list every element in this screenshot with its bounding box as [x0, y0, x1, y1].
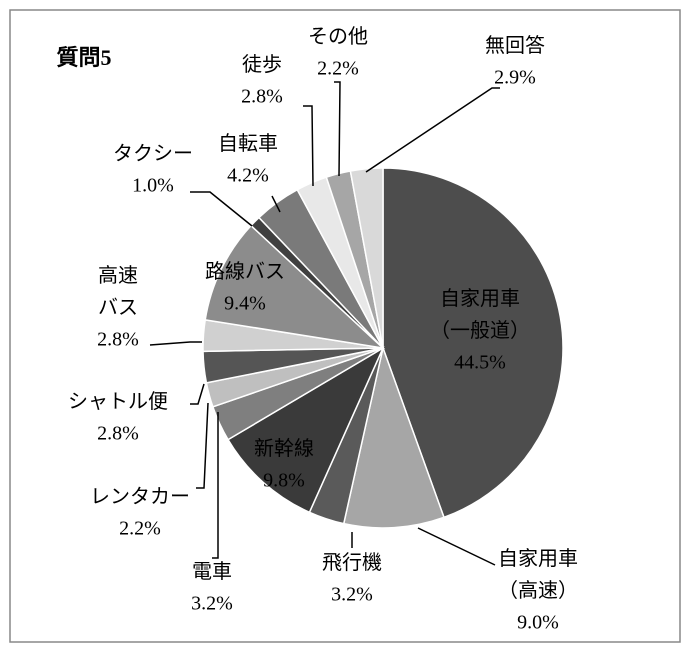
slice-label: 新幹線 — [254, 436, 314, 460]
pie — [202, 167, 564, 529]
slice-label: シャトル便 — [68, 390, 168, 413]
label-line: タクシー — [113, 142, 193, 165]
slice-label: 電車 — [192, 560, 232, 583]
chart-title: 質問5 — [56, 45, 111, 70]
leader-line — [303, 105, 314, 187]
leader-line — [417, 527, 496, 566]
pie-slice — [382, 167, 564, 519]
label-line: （高速） — [498, 579, 578, 602]
label-line: 電車 — [192, 560, 232, 583]
leader-line — [190, 383, 205, 405]
value-label: 3.2% — [331, 584, 373, 606]
value-label: 4.2% — [227, 165, 269, 187]
slice-label: 自家用車 （一般道） — [430, 287, 530, 342]
pie-slice — [349, 167, 384, 349]
value-label: 2.8% — [97, 329, 139, 351]
value-label: 9.0% — [517, 612, 559, 634]
label-line: 自転車 — [218, 132, 278, 155]
slice-label: 徒歩 — [242, 53, 282, 76]
value-label: 2.8% — [97, 423, 139, 445]
value-label: 3.2% — [191, 593, 233, 615]
value-label: 9.4% — [224, 293, 266, 315]
slice-label: その他 — [308, 25, 368, 48]
pie-slice — [342, 345, 445, 529]
slice-label: 自家用車 （高速） — [498, 547, 578, 602]
leader-line — [365, 87, 500, 173]
slice-label: タクシー — [113, 142, 193, 165]
label-line: 路線バス — [205, 260, 285, 283]
label-line: シャトル便 — [68, 390, 168, 413]
value-label: 2.2% — [317, 58, 359, 80]
leader-line — [271, 195, 281, 213]
value-label: 2.8% — [241, 86, 283, 108]
value-label: 44.5% — [454, 352, 506, 374]
value-label: 2.9% — [494, 67, 536, 89]
slice-label: 路線バス — [205, 260, 285, 283]
label-line: 無回答 — [485, 34, 545, 57]
pie-slice — [204, 224, 386, 350]
label-line: 新幹線 — [254, 436, 314, 460]
slice-label: 無回答 — [485, 34, 545, 57]
label-line: その他 — [308, 25, 368, 48]
label-line: 自家用車 — [440, 287, 520, 310]
label-line: 飛行機 — [322, 551, 382, 574]
pie-slice — [227, 346, 385, 514]
label-line: 自家用車 — [498, 547, 578, 570]
label-line: 徒歩 — [242, 53, 282, 76]
leader-line — [196, 402, 209, 489]
leader-line — [190, 191, 253, 227]
leader-lines — [149, 81, 500, 566]
label-line: （一般道） — [430, 319, 530, 342]
label-line: 高速 — [98, 264, 138, 287]
slice-label: 飛行機 — [322, 551, 382, 574]
slice-label: 高速バス — [98, 264, 138, 319]
label-line: バス — [98, 297, 138, 319]
leader-line — [334, 81, 341, 177]
slice-label: 自転車 — [218, 132, 278, 155]
value-label: 2.2% — [119, 518, 161, 540]
leader-line — [212, 412, 219, 559]
label-line: レンタカー — [90, 485, 190, 508]
leader-line — [149, 341, 202, 346]
value-label: 9.8% — [263, 470, 305, 492]
slice-label: レンタカー — [90, 485, 190, 508]
value-label: 1.0% — [132, 175, 174, 197]
